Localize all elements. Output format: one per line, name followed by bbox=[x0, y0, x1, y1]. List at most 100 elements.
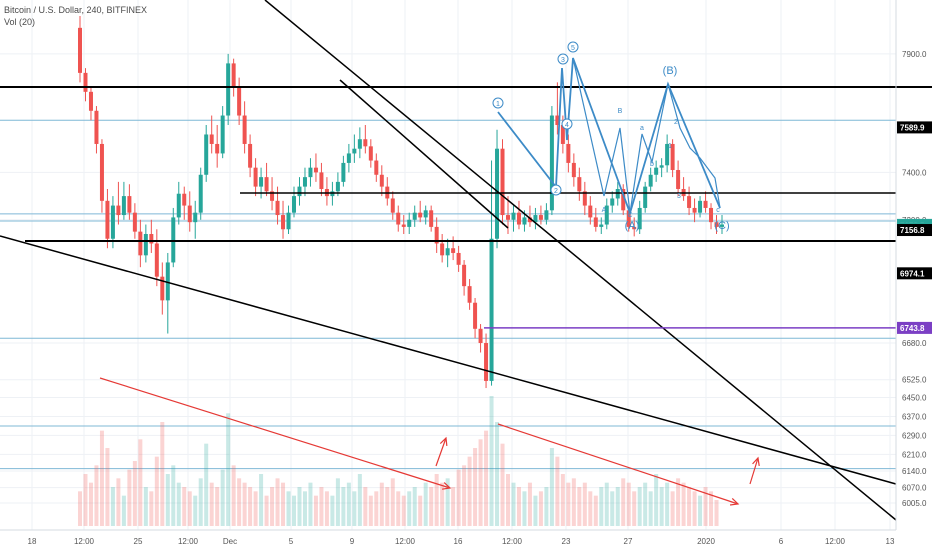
volume-bar bbox=[467, 456, 472, 526]
candle-body bbox=[632, 226, 637, 230]
candle-body bbox=[654, 167, 659, 175]
wave-label: B bbox=[618, 108, 623, 115]
time-axis[interactable]: 18 12:00 25 12:00 Dec 5 9 12:00 16 12:00 23 27 2020 6… bbox=[0, 529, 896, 546]
candle-body bbox=[687, 196, 692, 208]
volume-bar bbox=[626, 482, 631, 526]
candle-body bbox=[643, 186, 648, 208]
volume-bar bbox=[698, 495, 703, 526]
volume-bar bbox=[566, 482, 571, 526]
price-label-box bbox=[897, 121, 932, 134]
volume-bar bbox=[654, 474, 659, 526]
candle-body bbox=[302, 177, 307, 187]
candle-body bbox=[270, 191, 275, 201]
x-tick-label: 2020 bbox=[697, 537, 715, 546]
candle-body bbox=[434, 226, 439, 244]
candle-body bbox=[286, 212, 291, 230]
volume-bar bbox=[681, 482, 686, 526]
price-label: 6743.8 bbox=[900, 324, 925, 333]
red-arrow-head bbox=[439, 436, 448, 447]
candle-body bbox=[440, 243, 445, 256]
volume-bar bbox=[231, 465, 236, 526]
candle-body bbox=[692, 207, 697, 213]
candle-body bbox=[451, 248, 456, 253]
candle-body bbox=[88, 91, 93, 111]
candle-body bbox=[390, 198, 395, 213]
candle-body bbox=[308, 167, 313, 178]
candle-body bbox=[171, 217, 176, 263]
volume-bar bbox=[138, 439, 143, 526]
x-tick-label: 27 bbox=[624, 537, 633, 546]
wave-label: A bbox=[602, 207, 607, 214]
volume-bar bbox=[88, 482, 93, 526]
volume-bar bbox=[324, 491, 329, 526]
volume-bar bbox=[226, 413, 231, 526]
volume-bar bbox=[341, 487, 346, 526]
volume-bar bbox=[412, 487, 417, 526]
price-axis[interactable]: 7900.07400.07200.06680.06525.06450.06370… bbox=[895, 0, 932, 530]
candle-body bbox=[522, 217, 527, 225]
volume-bar bbox=[423, 482, 428, 526]
red-arrow-head bbox=[729, 497, 740, 506]
y-tick-label: 6070.0 bbox=[902, 484, 927, 493]
volume-bar bbox=[429, 487, 434, 526]
volume-bar bbox=[434, 474, 439, 526]
x-tick-label: 23 bbox=[562, 537, 571, 546]
volume-bar bbox=[220, 469, 225, 526]
volume-bar bbox=[604, 482, 609, 526]
volume-bar bbox=[407, 491, 412, 526]
candle-body bbox=[566, 143, 571, 163]
candle-body bbox=[648, 174, 653, 187]
volume-bar bbox=[259, 474, 264, 526]
volume-bar bbox=[533, 495, 538, 526]
volume-bar bbox=[116, 478, 121, 526]
volume-bar bbox=[204, 443, 209, 526]
volume-bar bbox=[319, 487, 324, 526]
candle-body bbox=[198, 174, 203, 213]
candle-body bbox=[105, 200, 110, 239]
candle-body bbox=[346, 153, 351, 163]
candle-body bbox=[407, 219, 412, 227]
x-tick-label: 18 bbox=[28, 537, 37, 546]
candle-body bbox=[253, 167, 258, 187]
candle-body bbox=[121, 196, 126, 216]
x-tick-label: 12:00 bbox=[502, 537, 523, 546]
volume-bar bbox=[176, 482, 181, 526]
candle-body bbox=[209, 134, 214, 144]
wave-path bbox=[497, 57, 721, 216]
volume-bar bbox=[270, 487, 275, 526]
volume-bar bbox=[516, 487, 521, 526]
candle-body bbox=[544, 210, 549, 220]
volume-bar bbox=[462, 465, 467, 526]
candle-body bbox=[423, 210, 428, 218]
candle-body bbox=[132, 212, 137, 232]
candle-body bbox=[248, 143, 253, 168]
y-tick-label: 6370.0 bbox=[902, 412, 927, 421]
candle-body bbox=[698, 200, 703, 213]
volume-bar bbox=[451, 487, 456, 526]
volume-bar bbox=[374, 491, 379, 526]
candle-body bbox=[149, 234, 154, 244]
candle-body bbox=[429, 210, 434, 227]
candle-body bbox=[516, 212, 521, 225]
candle-body bbox=[396, 212, 401, 225]
candle-body bbox=[538, 215, 543, 220]
volume-bar bbox=[335, 478, 340, 526]
candle-body bbox=[297, 186, 302, 197]
x-tick-label: 12:00 bbox=[178, 537, 199, 546]
candle-body bbox=[357, 139, 362, 149]
volume-bar bbox=[511, 482, 516, 526]
volume-bar bbox=[121, 495, 126, 526]
candles bbox=[78, 16, 724, 389]
candle-body bbox=[242, 115, 247, 144]
volume-bar bbox=[286, 491, 291, 526]
candle-body bbox=[610, 198, 615, 206]
candle-body bbox=[313, 167, 318, 173]
volume-bar bbox=[484, 430, 489, 526]
candle-body bbox=[665, 143, 670, 166]
volume-bar bbox=[165, 474, 170, 526]
volume-bar bbox=[506, 474, 510, 526]
candle-body bbox=[176, 193, 181, 218]
wave-label: (B) bbox=[663, 65, 678, 77]
